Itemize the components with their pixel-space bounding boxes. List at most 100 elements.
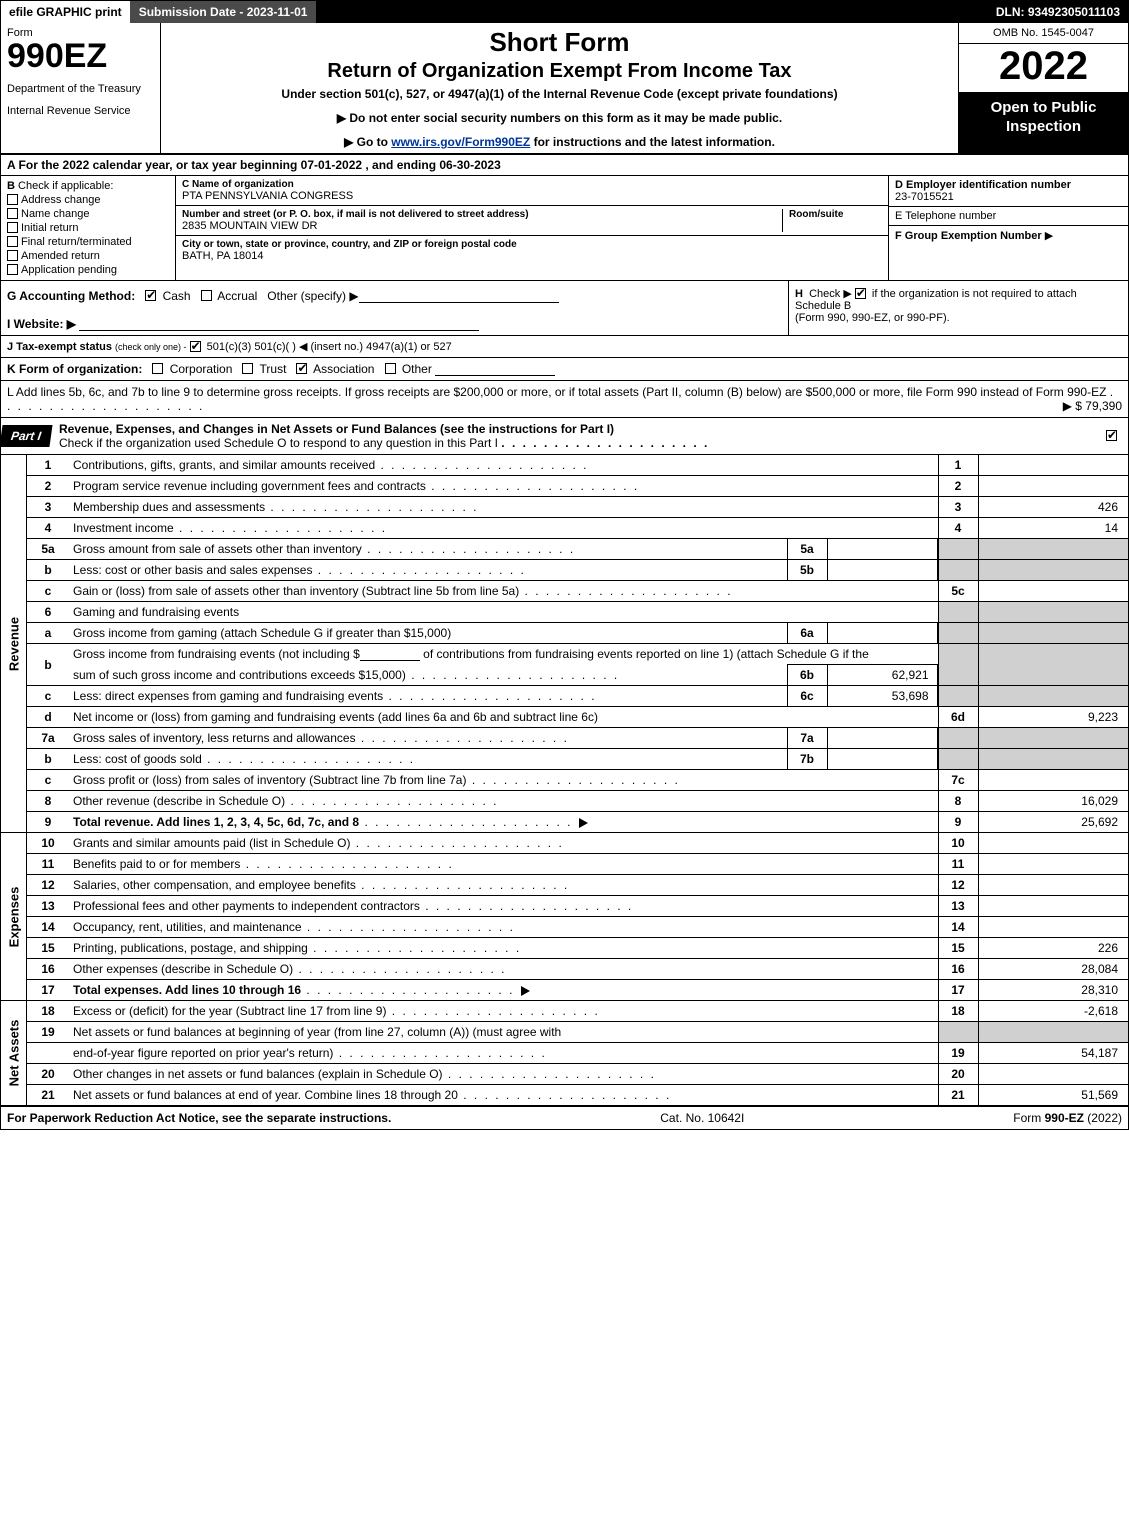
ein-value: 23-7015521 xyxy=(895,191,1122,203)
check-cash[interactable] xyxy=(145,290,156,301)
accounting-method-label: G Accounting Method: xyxy=(7,289,135,303)
part1-checkbox[interactable] xyxy=(1106,429,1128,443)
check-corporation[interactable] xyxy=(152,363,163,374)
form-page: efile GRAPHIC print Submission Date - 20… xyxy=(0,0,1129,1130)
org-name: PTA PENNSYLVANIA CONGRESS xyxy=(182,190,882,202)
city-caption: City or town, state or province, country… xyxy=(182,239,882,250)
check-other[interactable] xyxy=(385,363,396,374)
dots-icon xyxy=(501,436,709,450)
subtitle: Under section 501(c), 527, or 4947(a)(1)… xyxy=(169,87,950,101)
section-b: B Check if applicable: Address change Na… xyxy=(1,176,176,280)
irs-link[interactable]: www.irs.gov/Form990EZ xyxy=(391,135,530,149)
page-footer: For Paperwork Reduction Act Notice, see … xyxy=(1,1107,1128,1129)
line-8: 8Other revenue (describe in Schedule O)8… xyxy=(27,791,1128,812)
expenses-side-label: Expenses xyxy=(1,833,27,1000)
other-label: Other (specify) ▶ xyxy=(267,289,358,303)
org-name-row: C Name of organization PTA PENNSYLVANIA … xyxy=(176,176,888,206)
netassets-block: Net Assets 18Excess or (deficit) for the… xyxy=(1,1001,1128,1107)
part1-title: Revenue, Expenses, and Changes in Net As… xyxy=(59,418,1106,454)
top-bar: efile GRAPHIC print Submission Date - 20… xyxy=(1,1,1128,23)
website-label: I Website: ▶ xyxy=(7,317,76,331)
line-6d: dNet income or (loss) from gaming and fu… xyxy=(27,707,1128,728)
line-3: 3Membership dues and assessments3426 xyxy=(27,497,1128,518)
footer-left: For Paperwork Reduction Act Notice, see … xyxy=(7,1111,391,1125)
section-c: C Name of organization PTA PENNSYLVANIA … xyxy=(176,176,888,280)
line-19-top: 19Net assets or fund balances at beginni… xyxy=(27,1022,1128,1043)
netassets-table: 18Excess or (deficit) for the year (Subt… xyxy=(27,1001,1128,1105)
row-k: K Form of organization: Corporation Trus… xyxy=(1,358,1128,381)
l-text: L Add lines 5b, 6c, and 7b to line 9 to … xyxy=(7,385,1106,399)
revenue-side-label: Revenue xyxy=(1,455,27,832)
check-amended-return[interactable]: Amended return xyxy=(7,250,169,262)
room-caption: Room/suite xyxy=(789,209,882,220)
check-name-change[interactable]: Name change xyxy=(7,208,169,220)
dept-treasury: Department of the Treasury xyxy=(7,83,154,95)
footer-catno: Cat. No. 10642I xyxy=(660,1111,744,1125)
k-corp: Corporation xyxy=(170,362,233,376)
line-11: 11Benefits paid to or for members11 xyxy=(27,854,1128,875)
check-association[interactable] xyxy=(296,363,307,374)
k-other: Other xyxy=(402,362,432,376)
revenue-block: Revenue 1Contributions, gifts, grants, a… xyxy=(1,455,1128,833)
line-18: 18Excess or (deficit) for the year (Subt… xyxy=(27,1001,1128,1022)
line-16: 16Other expenses (describe in Schedule O… xyxy=(27,959,1128,980)
form-number: 990EZ xyxy=(7,39,154,73)
check-501c3[interactable] xyxy=(190,341,201,352)
tax-year: 2022 xyxy=(959,44,1128,93)
k-other-input[interactable] xyxy=(435,375,555,376)
website-input[interactable] xyxy=(79,330,479,331)
footer-right: Form 990-EZ (2022) xyxy=(1013,1111,1122,1125)
header-mid: Short Form Return of Organization Exempt… xyxy=(161,23,958,153)
row-gh: G Accounting Method: Cash Accrual Other … xyxy=(1,281,1128,336)
section-g: G Accounting Method: Cash Accrual Other … xyxy=(1,281,788,335)
other-specify-input[interactable] xyxy=(359,302,559,303)
cash-label: Cash xyxy=(163,289,191,303)
line-17: 17Total expenses. Add lines 10 through 1… xyxy=(27,980,1128,1001)
line-4: 4Investment income414 xyxy=(27,518,1128,539)
check-application-pending[interactable]: Application pending xyxy=(7,264,169,276)
header-left: Form 990EZ Department of the Treasury In… xyxy=(1,23,161,153)
arrow-icon xyxy=(521,986,530,996)
h-text1: Check ▶ xyxy=(809,288,852,300)
row-a-tax-year: A For the 2022 calendar year, or tax yea… xyxy=(1,155,1128,176)
section-d: D Employer identification number 23-7015… xyxy=(889,176,1128,207)
note-link-pre: ▶ Go to xyxy=(344,135,391,149)
line-6a: aGross income from gaming (attach Schedu… xyxy=(27,623,1128,644)
line-6: 6Gaming and fundraising events xyxy=(27,602,1128,623)
title-return: Return of Organization Exempt From Incom… xyxy=(169,60,950,83)
revenue-table: 1Contributions, gifts, grants, and simil… xyxy=(27,455,1128,832)
check-h[interactable] xyxy=(855,288,866,299)
row-j: J Tax-exempt status (check only one) - 5… xyxy=(1,336,1128,358)
check-final-return[interactable]: Final return/terminated xyxy=(7,236,169,248)
street-row: Number and street (or P. O. box, if mail… xyxy=(176,206,888,236)
check-address-change[interactable]: Address change xyxy=(7,194,169,206)
form-header: Form 990EZ Department of the Treasury In… xyxy=(1,23,1128,155)
note-link-post: for instructions and the latest informat… xyxy=(530,135,775,149)
note-link: ▶ Go to www.irs.gov/Form990EZ for instru… xyxy=(169,135,950,149)
line-10: 10Grants and similar amounts paid (list … xyxy=(27,833,1128,854)
expenses-table: 10Grants and similar amounts paid (list … xyxy=(27,833,1128,1000)
submission-date: Submission Date - 2023-11-01 xyxy=(131,1,317,23)
line-6b-input[interactable] xyxy=(360,660,420,661)
check-accrual[interactable] xyxy=(201,290,212,301)
k-assoc: Association xyxy=(313,362,374,376)
section-bcdef: B Check if applicable: Address change Na… xyxy=(1,176,1128,281)
group-exemption-caption: F Group Exemption Number xyxy=(895,230,1042,242)
arrow-icon: ▶ xyxy=(1045,230,1053,242)
section-e: E Telephone number xyxy=(889,207,1128,226)
j-sub: (check only one) - xyxy=(115,342,187,352)
omb-number: OMB No. 1545-0047 xyxy=(959,23,1128,44)
h-label: H xyxy=(795,288,803,300)
open-to-public-badge: Open to Public Inspection xyxy=(959,93,1128,153)
part1-header: Part I Revenue, Expenses, and Changes in… xyxy=(1,418,1128,455)
line-9: 9Total revenue. Add lines 1, 2, 3, 4, 5c… xyxy=(27,812,1128,833)
k-label: K Form of organization: xyxy=(7,362,142,376)
part1-checkline: Check if the organization used Schedule … xyxy=(59,436,498,450)
efile-print-button[interactable]: efile GRAPHIC print xyxy=(1,1,131,23)
check-trust[interactable] xyxy=(242,363,253,374)
check-initial-return[interactable]: Initial return xyxy=(7,222,169,234)
line-12: 12Salaries, other compensation, and empl… xyxy=(27,875,1128,896)
note-ssn: ▶ Do not enter social security numbers o… xyxy=(169,111,950,125)
dept-irs: Internal Revenue Service xyxy=(7,105,154,117)
j-label: J Tax-exempt status xyxy=(7,341,112,353)
